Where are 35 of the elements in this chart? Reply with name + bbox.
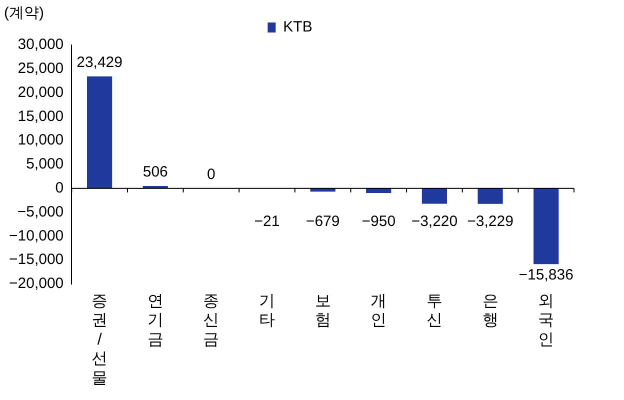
x-tick-label: 개인: [370, 293, 387, 330]
data-label: −3,229: [467, 213, 514, 230]
x-tick-label: 은행: [482, 293, 498, 330]
y-tick-label: 30,000: [18, 36, 64, 54]
y-tick-label: 0: [55, 180, 64, 197]
y-tick-label: 15,000: [18, 108, 64, 125]
data-label: −950: [362, 213, 396, 230]
x-tick-label: 연기금: [147, 293, 164, 348]
y-tick-label: −10,000: [9, 227, 64, 244]
bar: [422, 188, 448, 204]
data-label: −679: [306, 213, 340, 230]
data-label: −3,220: [411, 213, 458, 230]
y-tick-label: 20,000: [18, 84, 64, 101]
x-tick-label: 기타: [259, 293, 275, 330]
y-tick-label: −5,000: [17, 203, 64, 220]
data-label: −15,836: [518, 266, 574, 284]
legend-label: KTB: [283, 18, 312, 36]
bar: [534, 188, 559, 264]
bar: [86, 76, 112, 188]
y-tick-label: −20,000: [9, 275, 64, 292]
x-tick-label: 외국인: [538, 293, 554, 348]
data-label: 0: [207, 166, 216, 184]
data-label: 23,429: [76, 54, 122, 72]
x-tick-label: 투신: [426, 293, 442, 330]
y-tick-label: 5,000: [26, 156, 64, 173]
x-tick-label: 보험: [314, 293, 331, 330]
x-tick-label: 증권/선물: [92, 293, 108, 387]
y-tick-label: 10,000: [18, 132, 64, 149]
data-label: −21: [254, 213, 280, 230]
bar: [478, 188, 503, 204]
y-tick-label: 25,000: [18, 60, 64, 78]
y-tick-label: −15,000: [9, 251, 64, 268]
y-axis-title: (계약): [4, 4, 44, 22]
x-tick-label: 종신금: [203, 293, 220, 348]
data-label: 506: [142, 164, 168, 181]
